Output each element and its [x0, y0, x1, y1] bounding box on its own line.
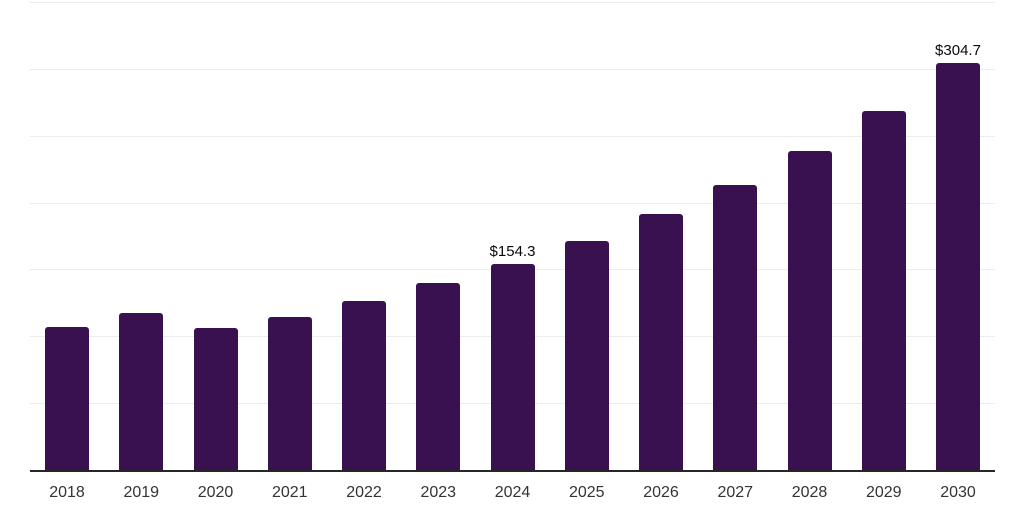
x-tick-label-2018: 2018 — [49, 484, 85, 501]
gridline-300 — [30, 68, 995, 70]
x-tick-label-2028: 2028 — [791, 484, 828, 501]
bar-2024[interactable] — [490, 263, 535, 470]
x-tick-label-2019: 2019 — [123, 484, 160, 501]
bar-2029[interactable] — [861, 110, 906, 470]
bar-2022[interactable] — [342, 301, 386, 470]
bar-2030[interactable] — [936, 62, 980, 470]
x-axis-line — [30, 470, 995, 472]
x-tick-label-2021: 2021 — [271, 484, 308, 501]
x-tick-label-2020: 2020 — [197, 484, 234, 501]
bar-2021[interactable] — [267, 316, 312, 470]
gridline-350 — [30, 2, 995, 3]
bar-2025[interactable] — [564, 240, 609, 470]
bar-2026[interactable] — [639, 213, 683, 470]
bar-2020[interactable] — [193, 328, 238, 470]
bar-2027[interactable] — [713, 184, 758, 470]
bar-2019[interactable] — [119, 313, 164, 470]
bar-2028[interactable] — [787, 150, 832, 470]
x-tick-label-2025: 2025 — [568, 484, 605, 501]
x-tick-label-2023: 2023 — [420, 484, 457, 501]
x-tick-label-2026: 2026 — [643, 484, 679, 501]
x-tick-label-2022: 2022 — [346, 484, 382, 501]
x-tick-label-2024: 2024 — [494, 484, 531, 501]
data-label-2024: $154.3 — [489, 242, 536, 260]
bar-2023[interactable] — [416, 282, 461, 470]
gridline-250 — [30, 135, 995, 137]
x-tick-label-2030: 2030 — [940, 484, 976, 501]
gridline-200 — [30, 202, 995, 204]
data-label-2030: $304.7 — [935, 41, 981, 59]
bar-2018[interactable] — [45, 327, 89, 470]
x-tick-label-2027: 2027 — [717, 484, 754, 501]
x-tick-label-2029: 2029 — [865, 484, 902, 501]
